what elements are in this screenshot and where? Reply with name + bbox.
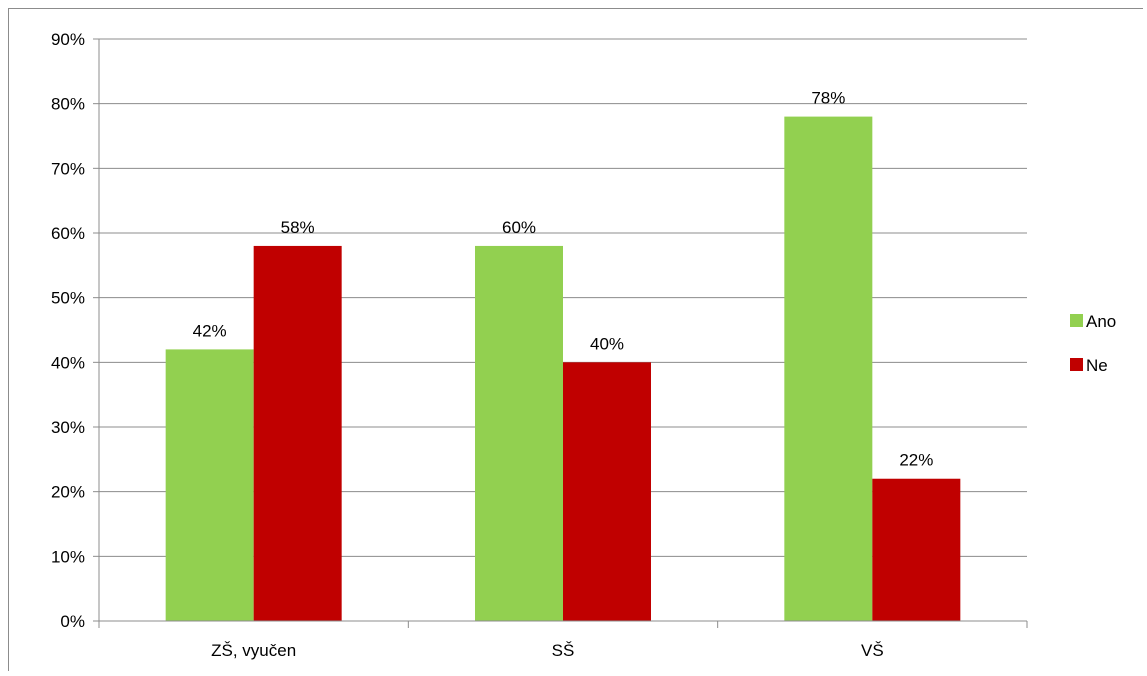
legend: Ano Ne (1070, 312, 1116, 375)
data-label: 40% (590, 334, 624, 353)
legend-label-ano: Ano (1086, 312, 1116, 331)
bar-chart: 0%10%20%30%40%50%60%70%80%90% 42%58% 60%4… (51, 30, 1116, 660)
y-tick-label: 60% (51, 224, 85, 243)
x-tick-label: SŠ (552, 641, 575, 660)
bar-ano (165, 349, 254, 621)
data-label: 60% (502, 218, 536, 237)
x-tick-label: ZŠ, vyučen (211, 641, 296, 660)
y-tick-label: 0% (60, 612, 85, 631)
bar-ne (253, 245, 342, 621)
data-label: 22% (899, 451, 933, 470)
data-label: 78% (811, 89, 845, 108)
y-axis-ticks: 0% 10% 20% 30% 40% 50% 60% 70% 80% 90% (51, 30, 99, 631)
legend-swatch-ne (1070, 358, 1083, 371)
y-tick-label: 10% (51, 547, 85, 566)
x-axis: ZŠ, vyučen SŠ VŠ (98, 39, 1028, 660)
legend-label-ne: Ne (1086, 356, 1108, 375)
y-tick-label: 30% (51, 418, 85, 437)
y-tick-label: 50% (51, 289, 85, 308)
bar-ne (872, 478, 961, 621)
data-label: 58% (281, 218, 315, 237)
data-labels: 42% 58% 60% 40% 78% 22% (193, 89, 934, 470)
bar-ano (475, 245, 563, 621)
y-tick-label: 80% (51, 95, 85, 114)
bar-ne (563, 362, 651, 621)
chart-frame: 0% 10% 20% 30% 40% 50% 60% 70% 80% 90% 42% 58% 60% 4… (8, 8, 1143, 671)
y-tick-label: 70% (51, 159, 85, 178)
legend-swatch-ano (1070, 314, 1083, 327)
x-tick-label: VŠ (861, 641, 884, 660)
data-label: 42% (193, 321, 227, 340)
bars (165, 116, 961, 621)
y-tick-label: 40% (51, 353, 85, 372)
bar-ano (784, 116, 873, 621)
y-tick-label: 20% (51, 483, 85, 502)
y-tick-label: 90% (51, 30, 85, 49)
